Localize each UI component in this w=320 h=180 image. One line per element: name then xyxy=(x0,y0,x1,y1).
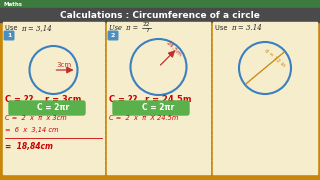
Text: 24.5m: 24.5m xyxy=(164,40,182,58)
Bar xyxy=(107,22,210,174)
FancyBboxPatch shape xyxy=(4,31,14,40)
FancyBboxPatch shape xyxy=(113,101,189,115)
Bar xyxy=(0,0,320,8)
Text: C = ??: C = ?? xyxy=(109,94,137,103)
Text: C = 2πr: C = 2πr xyxy=(142,103,175,112)
Text: Maths: Maths xyxy=(4,1,23,6)
Text: d = 12 in: d = 12 in xyxy=(263,48,286,68)
Text: π = 3,14: π = 3,14 xyxy=(21,24,52,32)
Text: 1: 1 xyxy=(7,33,11,38)
Text: 7: 7 xyxy=(145,28,149,33)
Bar xyxy=(3,22,104,174)
Text: C =  2  x  π  X 24.5m: C = 2 x π X 24.5m xyxy=(109,115,178,121)
Text: =  18,84cm: = 18,84cm xyxy=(5,143,53,152)
FancyBboxPatch shape xyxy=(9,101,85,115)
FancyBboxPatch shape xyxy=(108,31,118,40)
Text: r = 3cm: r = 3cm xyxy=(45,94,81,103)
Text: 2: 2 xyxy=(111,33,115,38)
Text: π = 3.14: π = 3.14 xyxy=(231,24,262,32)
Text: Use: Use xyxy=(215,25,232,31)
Text: C =  2  x  π  x 3cm: C = 2 x π x 3cm xyxy=(5,115,67,121)
Bar xyxy=(0,174,320,180)
Text: 3cm: 3cm xyxy=(57,62,72,68)
Bar xyxy=(213,22,317,174)
Bar xyxy=(0,8,320,22)
Text: C = 2πr: C = 2πr xyxy=(37,103,70,112)
Text: Calculations : Circumference of a circle: Calculations : Circumference of a circle xyxy=(60,10,260,19)
Text: =  6  x  3,14 cm: = 6 x 3,14 cm xyxy=(5,127,59,133)
Text: 22: 22 xyxy=(143,22,150,28)
Text: Use: Use xyxy=(5,25,22,31)
Text: Use  π =: Use π = xyxy=(109,24,138,32)
Text: r = 24.5m: r = 24.5m xyxy=(145,94,191,103)
Text: C = ??: C = ?? xyxy=(5,94,33,103)
